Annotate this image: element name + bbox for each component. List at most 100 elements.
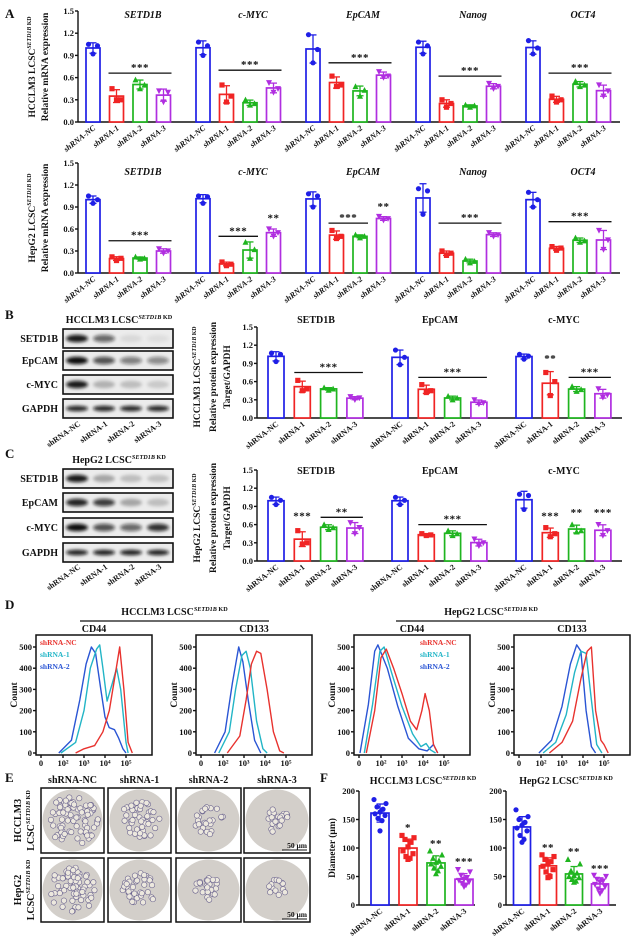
cell: [267, 889, 274, 896]
data-point-circle: [90, 200, 96, 206]
cell: [91, 887, 98, 894]
data-point-circle: [420, 211, 426, 217]
panel-label-c: C: [5, 446, 14, 461]
flow-group-title-prefix: HepG2 LCSC: [444, 607, 504, 618]
y-tick-label: 100: [497, 727, 510, 737]
histogram-curve-shrna-2: [213, 646, 262, 754]
data-point-triangle: [141, 81, 148, 88]
data-point-triangle: [471, 102, 478, 109]
histogram-curve-shrna-2: [538, 644, 597, 754]
data-point-triangle: [569, 521, 576, 528]
data-point-inverted-triangle: [471, 397, 478, 403]
cell: [152, 825, 159, 832]
y-tick-label: 300: [19, 684, 32, 694]
data-point-circle: [530, 204, 536, 210]
data-point-square: [329, 73, 335, 79]
chart-title-prefix: HCCLM3 LCSC: [370, 776, 443, 787]
data-point-circle: [305, 191, 312, 197]
y-axis-label: HCCLM3 LCSCSETD1B KD: [27, 16, 38, 117]
significance-label: ***: [444, 514, 462, 526]
histogram-curve-shrna-1: [60, 644, 129, 754]
bar-shrna-nc: [525, 198, 541, 274]
data-point-circle: [401, 354, 408, 360]
y-tick-label: 0.0: [242, 413, 253, 423]
blot-title: HCCLM3 LCSCSETD1B KD: [66, 314, 173, 326]
data-point-square: [329, 227, 335, 234]
cell: [94, 816, 101, 823]
protein-band: [66, 523, 88, 532]
data-point-inverted-triangle: [165, 89, 171, 96]
bar-shrna-2: [319, 526, 338, 562]
cell: [86, 902, 93, 909]
cell: [272, 887, 279, 894]
data-point-inverted-triangle: [600, 93, 607, 100]
x-tick-label: shRNA-NC: [391, 123, 428, 154]
cell: [134, 877, 141, 884]
data-point-square: [443, 252, 450, 258]
cell: [149, 882, 156, 889]
x-tick-label: shRNA-3: [329, 419, 359, 446]
data-point-triangle: [137, 85, 143, 92]
legend-entry: shRNA-2: [40, 662, 70, 671]
y-tick-label: 200: [179, 706, 192, 716]
data-point-inverted-triangle: [356, 525, 363, 531]
cell: [74, 875, 81, 882]
x-tick-label: 0: [39, 758, 43, 768]
data-point-circle: [424, 188, 431, 194]
cell: [140, 899, 147, 906]
significance-label: ***: [591, 863, 609, 875]
cell: [84, 832, 91, 839]
data-point-square: [219, 259, 225, 265]
y-tick-label: 200: [489, 786, 502, 796]
y-axis-label: Count: [170, 681, 180, 707]
data-point-circle: [85, 193, 92, 199]
bar-shrna-2: [572, 83, 588, 123]
cell: [47, 816, 54, 823]
data-point-square: [543, 525, 549, 531]
chart-title-suffix: KD: [465, 775, 476, 782]
data-point-triangle: [428, 860, 434, 867]
x-tick-label: shRNA-NC: [492, 419, 529, 450]
data-point-circle: [94, 197, 101, 203]
y-axis-label-text: Target/GAPDH: [223, 345, 233, 409]
x-tick-label: shRNA-NC: [492, 562, 529, 593]
cell: [209, 876, 216, 883]
y-axis-label-suffix: KD: [27, 174, 33, 184]
x-tick-label: 0: [517, 758, 521, 768]
protein-band: [120, 498, 142, 507]
cell: [129, 884, 136, 891]
data-point-circle: [314, 46, 321, 53]
protein-band: [120, 405, 142, 412]
data-point-square: [549, 244, 555, 250]
bar-shrna-nc: [305, 198, 321, 274]
data-point-triangle: [325, 386, 332, 393]
bar-shrna-nc: [525, 46, 541, 123]
data-point-circle: [420, 51, 426, 57]
x-tick-label: shRNA-3: [453, 419, 483, 446]
cell: [68, 829, 75, 836]
histogram-curve-shrna-1: [218, 650, 268, 754]
cell: [76, 795, 83, 802]
cell: [69, 908, 76, 915]
x-tick-label: shRNA-1: [276, 562, 306, 589]
y-tick-label: 500: [337, 642, 350, 652]
data-point-triangle: [242, 239, 249, 245]
cell: [156, 815, 163, 822]
y-tick-label: 0.9: [242, 501, 253, 511]
chart-title: HepG2 LCSCSETD1B KD: [519, 775, 613, 787]
lane-label: shRNA-3: [132, 419, 163, 444]
protein-band: [147, 405, 169, 412]
y-tick-label: 1.5: [242, 322, 253, 332]
significance-label: ***: [131, 62, 149, 74]
data-point-triangle: [321, 384, 328, 391]
protein-band: [66, 498, 88, 507]
y-axis-label: Count: [10, 681, 20, 707]
cell: [149, 817, 156, 824]
flow-cytometry-histograms: HCCLM3 LCSCSETD1B KDCD440100200300400500…: [10, 606, 631, 768]
x-tick-label: shRNA-1: [522, 906, 552, 933]
cell: [218, 813, 225, 820]
cell: [195, 821, 202, 828]
protein-band: [93, 498, 115, 507]
protein-band: [147, 549, 169, 556]
